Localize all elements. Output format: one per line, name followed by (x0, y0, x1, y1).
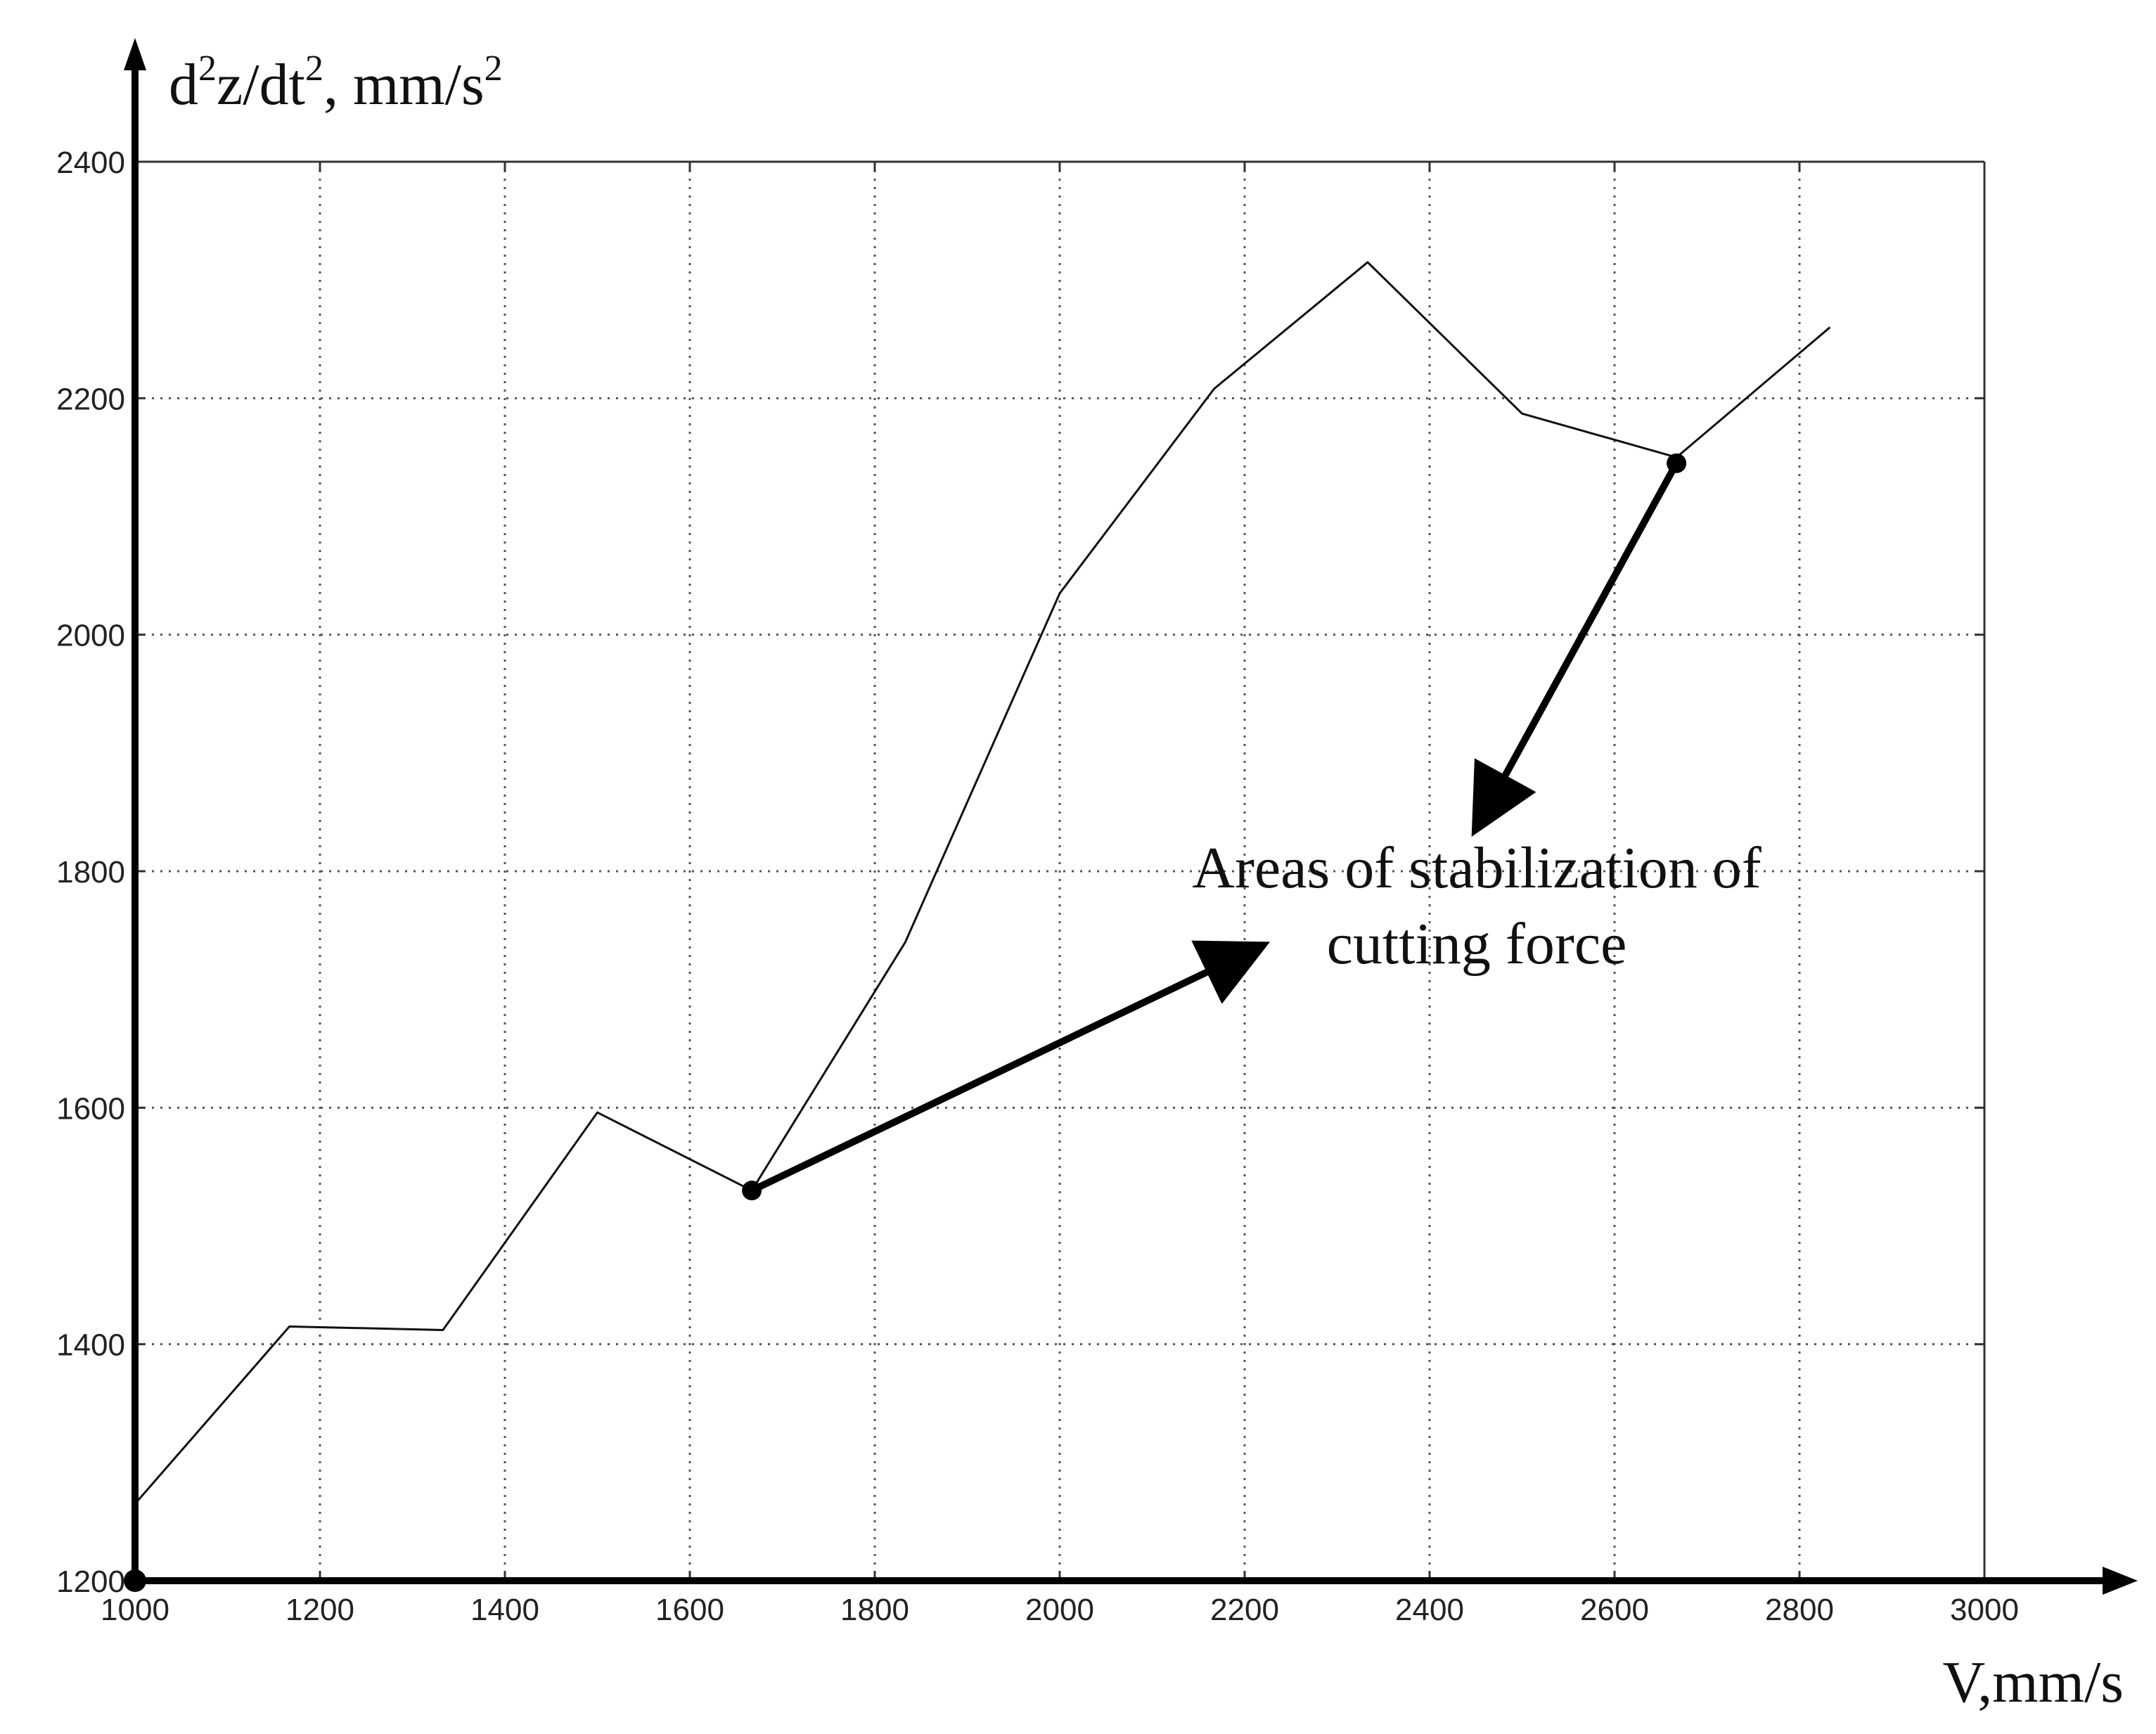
annotation-text-line1: Areas of stabilization of (1192, 835, 1761, 901)
y-tick-label: 1200 (56, 1565, 125, 1599)
y-tick-label: 2400 (56, 146, 125, 180)
y-tick-label: 1600 (56, 1091, 125, 1126)
annotation-arrow-2 (1471, 461, 1680, 837)
annotation-arrow-1 (750, 940, 1271, 1194)
x-tick-label: 1600 (655, 1593, 724, 1627)
x-tick-label: 1800 (840, 1593, 909, 1627)
x-tick-label: 1000 (101, 1593, 169, 1627)
y-axis-label: d2z/dt2, mm/s2 (169, 49, 503, 117)
y-label-sup1: 2 (198, 49, 217, 89)
y-tick-label: 1400 (56, 1328, 125, 1363)
x-tick-label: 1400 (470, 1593, 539, 1627)
y-tick-label: 1800 (56, 855, 125, 890)
x-tick-label: 2000 (1025, 1593, 1094, 1627)
x-tick-label: 2200 (1210, 1593, 1279, 1627)
x-axis-label: V,mm/s (1942, 1650, 2124, 1715)
x-tick-label: 2400 (1395, 1593, 1464, 1627)
y-label-sup3: 2 (485, 49, 503, 89)
y-label-mid: z/dt (217, 52, 305, 117)
x-tick-label: 1200 (285, 1593, 354, 1627)
y-axis-arrow-icon (124, 38, 146, 70)
origin-marker (124, 1569, 146, 1592)
annotation-point-1 (742, 1181, 762, 1201)
y-tick-label: 2000 (56, 619, 125, 653)
x-axis-arrow-icon (2103, 1567, 2138, 1595)
x-tick-label: 3000 (1950, 1593, 2019, 1627)
annotation-text-line2: cutting force (1327, 911, 1627, 977)
x-tick-label: 2600 (1580, 1593, 1649, 1627)
annotation-point-2 (1667, 453, 1687, 473)
x-tick-label: 2800 (1765, 1593, 1834, 1627)
y-label-pre: d (169, 52, 198, 117)
y-tick-label: 2200 (56, 382, 125, 416)
y-label-post: , mm/s (323, 52, 485, 117)
y-label-sup2: 2 (305, 49, 323, 89)
series-line-0 (134, 261, 1831, 1505)
